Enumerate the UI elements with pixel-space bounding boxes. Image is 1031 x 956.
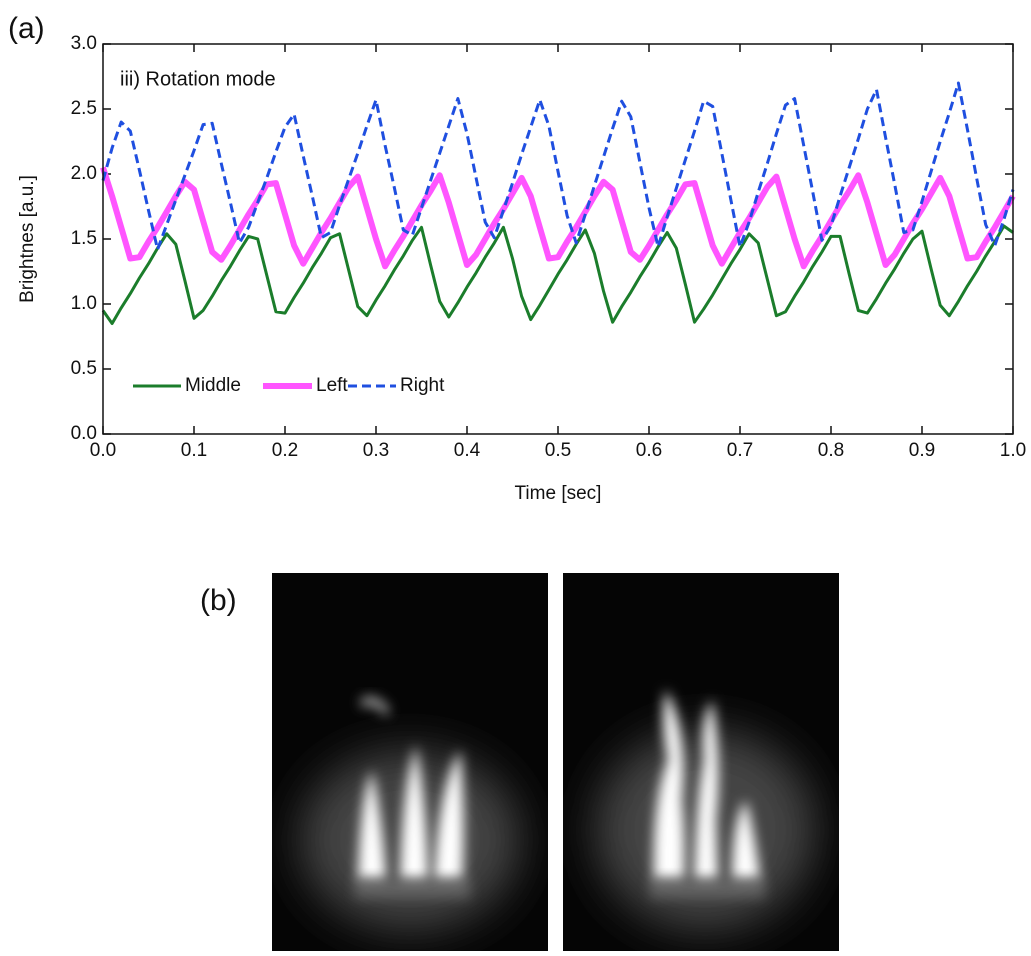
x-tick-label: 0.8 (818, 440, 844, 461)
series-line (101, 81, 1015, 251)
x-tick-label: 0.9 (909, 440, 935, 461)
photo (563, 573, 839, 951)
legend-label: Left (316, 375, 348, 396)
x-tick-label: 0.6 (636, 440, 662, 461)
x-tick-label: 1.0 (1000, 440, 1026, 461)
x-tick-label: 0.4 (454, 440, 481, 461)
y-tick-label: 1.0 (71, 293, 97, 314)
y-tick-label: 3.0 (71, 33, 97, 54)
x-tick-label: 0.3 (363, 440, 389, 461)
y-tick-label: 2.0 (71, 163, 97, 184)
annotation: iii) Rotation mode (120, 68, 276, 90)
y-tick-label: 2.5 (71, 98, 97, 119)
y-tick-label: 1.5 (71, 228, 97, 249)
photo (272, 573, 548, 951)
plot-area: 0.0 0.1 0.2 0.3 0.4 0.5 0.6 0.7 0.8 0.9 1.0 0.0 0.5 1… (71, 33, 1027, 461)
panel-label: (b) (200, 584, 237, 617)
x-axis-label: Time [sec] (515, 483, 602, 504)
x-tick-label: 0.2 (272, 440, 298, 461)
plot-frame (102, 43, 1014, 435)
panel-label: (a) (8, 12, 45, 45)
x-tick-label: 0.7 (727, 440, 753, 461)
legend-label: Middle (185, 375, 241, 396)
x-tick-label: 0.0 (90, 440, 116, 461)
x-tick-label: 0.1 (181, 440, 207, 461)
series-line (101, 224, 1014, 325)
x-tick-label: 0.5 (545, 440, 571, 461)
y-axis-label: Brightnes [a.u.] (17, 175, 38, 303)
y-tick-label: 0.5 (71, 358, 97, 379)
y-tick-label: 0.0 (71, 423, 97, 444)
legend-label: Right (400, 375, 445, 396)
series-line (100, 166, 1016, 270)
